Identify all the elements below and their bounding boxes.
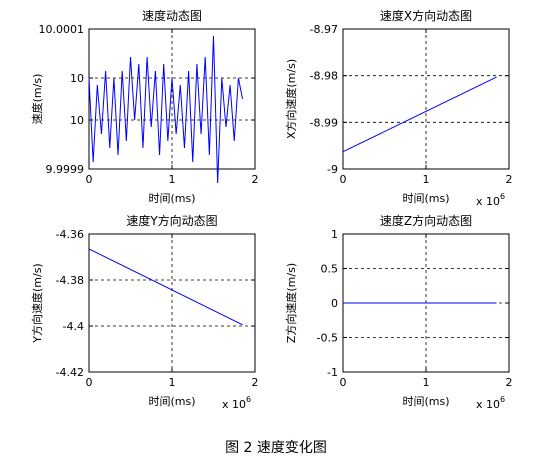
- chart-title: 速度Z方向动态图: [380, 213, 472, 228]
- x-tick-label: 2: [506, 376, 513, 389]
- chart-title: 速度X方向动态图: [380, 8, 472, 23]
- y-tick-label: 10: [70, 72, 84, 85]
- x-exponent-label: x 106: [476, 395, 505, 411]
- y-axis-label: 速度(m/s): [30, 74, 44, 125]
- y-tick-label: 10.0001: [39, 23, 85, 36]
- y-tick-label: -4.38: [56, 274, 84, 287]
- figure-caption: 图 2 速度变化图: [225, 440, 327, 456]
- y-tick-label: -9: [327, 163, 338, 176]
- y-axis-label: X方向速度(m/s): [284, 59, 298, 139]
- y-tick-label: 0.5: [321, 263, 339, 276]
- series-line: [342, 76, 497, 153]
- x-tick-label: 1: [423, 376, 430, 389]
- y-tick-label: 10: [70, 114, 84, 127]
- chart-title: 速度Y方向动态图: [126, 213, 217, 228]
- y-axis-label: Z方向速度(m/s): [284, 263, 298, 343]
- y-tick-label: -4.36: [56, 228, 84, 241]
- x-axis-label: 时间(ms): [148, 192, 195, 205]
- x-exponent-label: x 106: [222, 395, 251, 411]
- x-tick-label: 0: [86, 376, 93, 389]
- y-tick-label: -4.4: [63, 320, 84, 333]
- y-tick-label: 1: [331, 228, 338, 241]
- x-tick-label: 1: [169, 173, 176, 186]
- y-tick-label: 0: [331, 297, 338, 310]
- x-tick-label: 2: [252, 173, 259, 186]
- x-exponent-label: x 106: [476, 192, 505, 208]
- y-tick-label: -1: [327, 366, 338, 379]
- y-tick-label: -8.99: [310, 116, 338, 129]
- series-line: [88, 35, 244, 184]
- y-tick-label: -4.42: [56, 366, 84, 379]
- x-tick-label: 0: [340, 173, 347, 186]
- y-axis-label: Y方向速度(m/s): [30, 263, 44, 343]
- y-tick-label: 9.9999: [46, 163, 85, 176]
- y-tick-label: -8.97: [310, 23, 338, 36]
- y-tick-label: -8.98: [310, 70, 338, 83]
- x-tick-label: 0: [340, 376, 347, 389]
- x-tick-label: 1: [423, 173, 430, 186]
- x-axis-label: 时间(ms): [148, 395, 195, 408]
- x-axis-label: 时间(ms): [402, 192, 449, 205]
- x-tick-label: 2: [506, 173, 513, 186]
- x-axis-label: 时间(ms): [402, 395, 449, 408]
- x-tick-label: 1: [169, 376, 176, 389]
- series-line: [88, 248, 243, 326]
- x-tick-label: 2: [252, 376, 259, 389]
- x-tick-label: 0: [86, 173, 93, 186]
- chart-title: 速度动态图: [142, 8, 202, 23]
- y-tick-label: -0.5: [317, 332, 338, 345]
